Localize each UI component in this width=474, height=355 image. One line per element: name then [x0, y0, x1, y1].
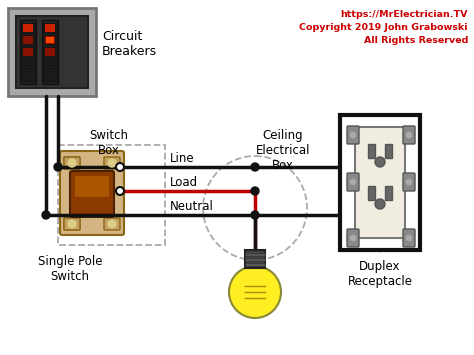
Circle shape: [406, 132, 412, 138]
FancyBboxPatch shape: [42, 20, 58, 84]
FancyBboxPatch shape: [45, 24, 55, 32]
FancyBboxPatch shape: [245, 253, 265, 256]
Text: Load: Load: [170, 176, 198, 189]
FancyBboxPatch shape: [64, 218, 80, 230]
FancyBboxPatch shape: [347, 229, 359, 247]
FancyBboxPatch shape: [43, 71, 57, 81]
FancyBboxPatch shape: [340, 115, 420, 250]
FancyBboxPatch shape: [46, 37, 54, 43]
Circle shape: [406, 235, 412, 241]
Circle shape: [68, 159, 76, 167]
FancyBboxPatch shape: [16, 16, 88, 88]
Text: Switch
Box: Switch Box: [90, 129, 128, 157]
Text: Circuit
Breakers: Circuit Breakers: [102, 30, 157, 58]
FancyBboxPatch shape: [8, 8, 96, 96]
Text: https://MrElectrician.TV
Copyright 2019 John Grabowski
All Rights Reserved: https://MrElectrician.TV Copyright 2019 …: [300, 10, 468, 45]
FancyBboxPatch shape: [23, 48, 33, 56]
Circle shape: [406, 179, 412, 185]
FancyBboxPatch shape: [45, 36, 55, 44]
FancyBboxPatch shape: [43, 35, 57, 45]
FancyBboxPatch shape: [347, 126, 359, 144]
FancyBboxPatch shape: [21, 59, 35, 69]
FancyBboxPatch shape: [347, 173, 359, 191]
Circle shape: [108, 220, 116, 228]
FancyBboxPatch shape: [64, 157, 80, 169]
FancyBboxPatch shape: [23, 36, 33, 44]
FancyBboxPatch shape: [60, 151, 124, 235]
Circle shape: [108, 159, 116, 167]
FancyBboxPatch shape: [43, 47, 57, 57]
FancyBboxPatch shape: [21, 47, 35, 57]
Circle shape: [350, 132, 356, 138]
Circle shape: [116, 163, 124, 171]
Text: Line: Line: [170, 152, 195, 165]
FancyBboxPatch shape: [43, 23, 57, 33]
FancyBboxPatch shape: [43, 59, 57, 69]
FancyBboxPatch shape: [21, 35, 35, 45]
Text: Duplex
Receptacle: Duplex Receptacle: [347, 260, 412, 288]
Circle shape: [375, 199, 385, 209]
FancyBboxPatch shape: [23, 24, 33, 32]
FancyBboxPatch shape: [403, 229, 415, 247]
FancyBboxPatch shape: [245, 258, 265, 261]
FancyBboxPatch shape: [104, 218, 120, 230]
Text: Ceiling
Electrical
Box: Ceiling Electrical Box: [256, 129, 310, 172]
FancyBboxPatch shape: [385, 186, 392, 200]
Circle shape: [375, 157, 385, 167]
Circle shape: [251, 211, 259, 219]
Circle shape: [350, 235, 356, 241]
FancyBboxPatch shape: [20, 20, 36, 84]
FancyBboxPatch shape: [21, 71, 35, 81]
FancyBboxPatch shape: [368, 144, 375, 158]
FancyBboxPatch shape: [21, 23, 35, 33]
Text: Single Pole
Switch: Single Pole Switch: [38, 255, 102, 283]
FancyBboxPatch shape: [245, 263, 265, 266]
FancyBboxPatch shape: [75, 176, 109, 197]
FancyBboxPatch shape: [104, 157, 120, 169]
FancyBboxPatch shape: [403, 173, 415, 191]
Circle shape: [350, 179, 356, 185]
Circle shape: [251, 163, 259, 171]
FancyBboxPatch shape: [355, 127, 405, 238]
Text: Neutral: Neutral: [170, 200, 214, 213]
Circle shape: [68, 220, 76, 228]
Circle shape: [42, 211, 50, 219]
Circle shape: [229, 266, 281, 318]
FancyBboxPatch shape: [403, 126, 415, 144]
FancyBboxPatch shape: [368, 186, 375, 200]
Circle shape: [54, 163, 62, 171]
FancyBboxPatch shape: [70, 171, 114, 217]
FancyBboxPatch shape: [45, 48, 55, 56]
Circle shape: [251, 187, 259, 195]
FancyBboxPatch shape: [385, 144, 392, 158]
Circle shape: [116, 187, 124, 195]
FancyBboxPatch shape: [245, 250, 265, 268]
